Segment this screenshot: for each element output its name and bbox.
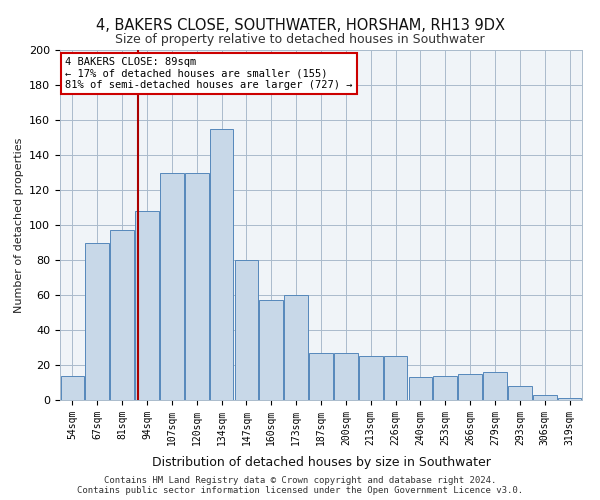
Bar: [85, 242, 109, 400]
Bar: [61, 376, 84, 400]
Bar: [533, 395, 557, 400]
Bar: [359, 356, 383, 400]
Y-axis label: Number of detached properties: Number of detached properties: [14, 138, 23, 312]
Bar: [558, 398, 581, 400]
Text: 4, BAKERS CLOSE, SOUTHWATER, HORSHAM, RH13 9DX: 4, BAKERS CLOSE, SOUTHWATER, HORSHAM, RH…: [95, 18, 505, 32]
Bar: [508, 386, 532, 400]
Bar: [384, 356, 407, 400]
Bar: [309, 353, 333, 400]
Bar: [458, 374, 482, 400]
Bar: [110, 230, 134, 400]
Bar: [284, 295, 308, 400]
Bar: [160, 172, 184, 400]
Text: Size of property relative to detached houses in Southwater: Size of property relative to detached ho…: [115, 32, 485, 46]
Bar: [185, 172, 209, 400]
Bar: [210, 129, 233, 400]
Bar: [259, 300, 283, 400]
Bar: [235, 260, 258, 400]
X-axis label: Distribution of detached houses by size in Southwater: Distribution of detached houses by size …: [152, 456, 490, 469]
Bar: [409, 377, 432, 400]
Bar: [334, 353, 358, 400]
Bar: [135, 211, 159, 400]
Text: 4 BAKERS CLOSE: 89sqm
← 17% of detached houses are smaller (155)
81% of semi-det: 4 BAKERS CLOSE: 89sqm ← 17% of detached …: [65, 57, 353, 90]
Bar: [483, 372, 507, 400]
Text: Contains HM Land Registry data © Crown copyright and database right 2024.
Contai: Contains HM Land Registry data © Crown c…: [77, 476, 523, 495]
Bar: [433, 376, 457, 400]
